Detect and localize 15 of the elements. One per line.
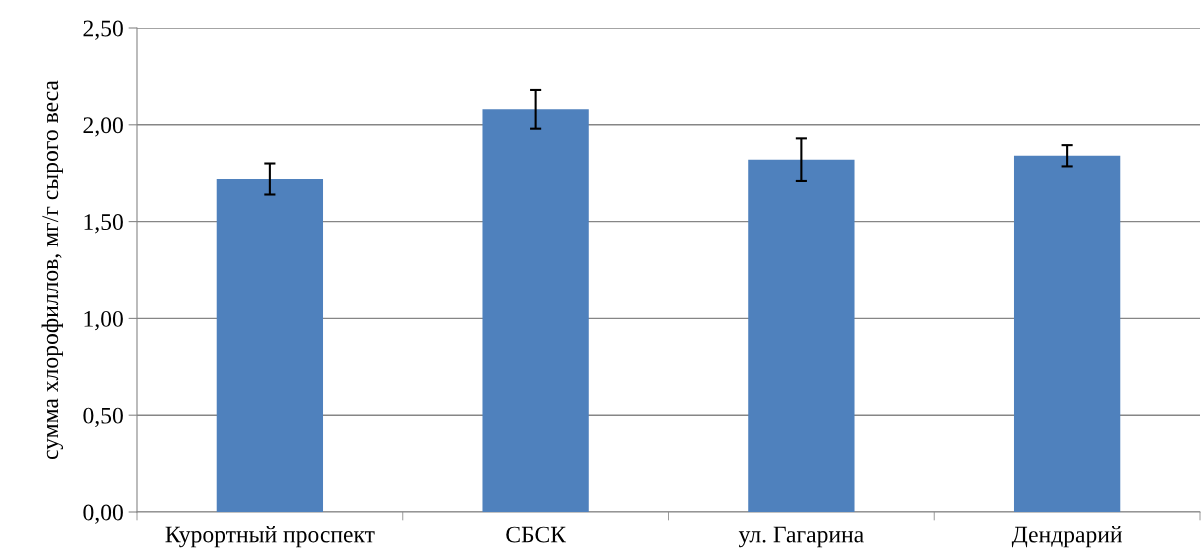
- x-tick-label: Курортный проспект: [165, 526, 375, 548]
- bar: [482, 109, 589, 512]
- y-tick-label: 0,00: [83, 504, 123, 524]
- y-tick-label: 1,00: [84, 310, 123, 331]
- bar: [216, 179, 324, 512]
- y-tick-label: 0,50: [83, 407, 123, 428]
- x-tick-label: Дендрарий: [1011, 526, 1123, 548]
- x-tick-label: СБСК: [506, 526, 567, 543]
- y-tick-label: 2,50: [83, 20, 123, 40]
- y-tick-label: 1,50: [84, 214, 123, 234]
- bar: [1013, 155, 1121, 512]
- y-tick-label: 2,00: [83, 117, 123, 137]
- x-tick-label: ул. Гагарина: [738, 526, 864, 548]
- y-axis-title: сумма хлорофиллов, мг/г сырого веса: [41, 80, 64, 460]
- bar: [748, 159, 855, 512]
